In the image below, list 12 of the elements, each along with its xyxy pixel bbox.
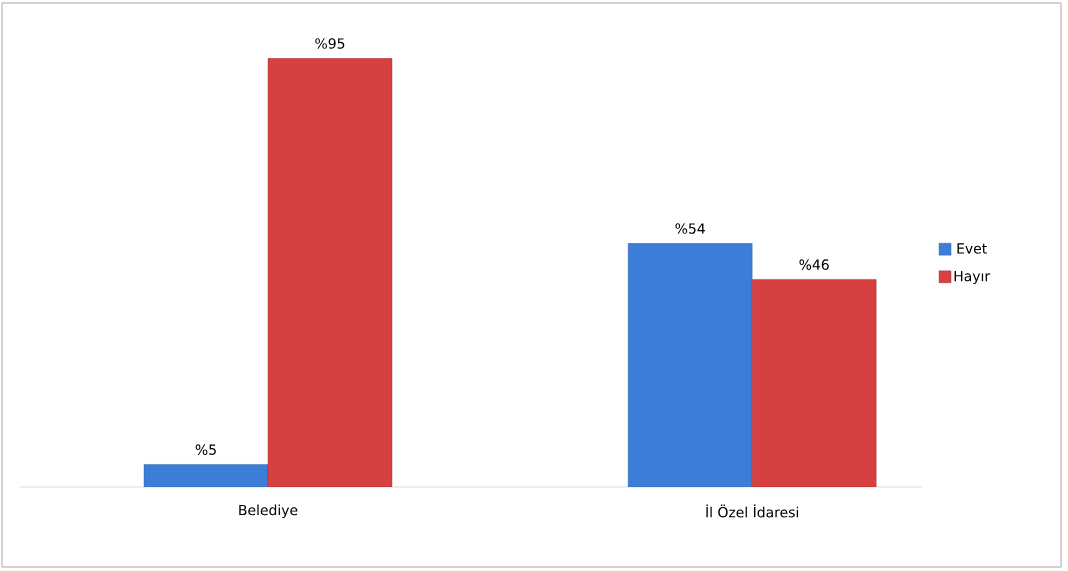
data-label: %95: [315, 38, 345, 49]
x-tick-label: İl Özel İdaresi: [706, 504, 799, 518]
x-tick-label: Belediye: [239, 504, 298, 519]
bar: [143, 464, 269, 487]
data-label: %54: [675, 223, 705, 234]
data-label: %46: [799, 259, 829, 270]
bar: [267, 58, 393, 487]
legend-label: Hayır: [954, 270, 991, 285]
data-label: %5: [195, 444, 216, 455]
bar: [751, 279, 877, 487]
legend-label: Evet: [957, 243, 987, 254]
bar: [627, 243, 753, 487]
